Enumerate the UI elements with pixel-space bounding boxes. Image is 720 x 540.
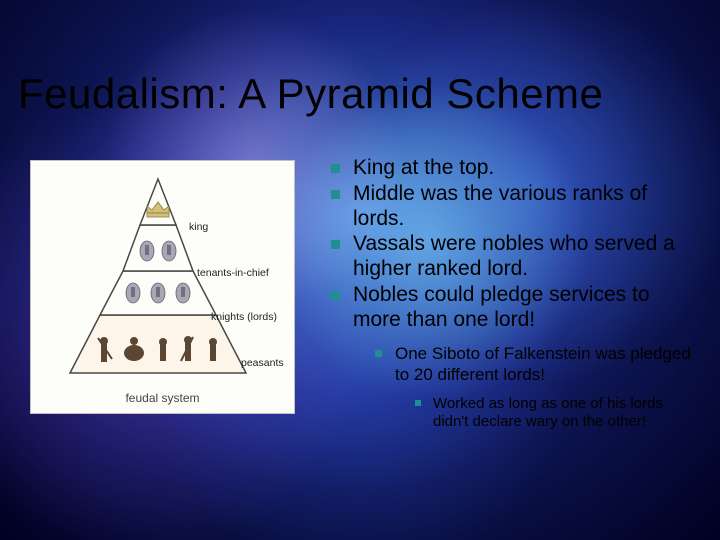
- tier-label-peasants: peasants: [241, 357, 284, 369]
- bullet-item: Nobles could pledge services to more tha…: [331, 283, 692, 431]
- tier-tenants: [123, 225, 193, 271]
- pyramid-area: king tenants-in-chief knights (lords) pe…: [39, 175, 286, 385]
- tier-label-king: king: [189, 221, 208, 233]
- sub-bullet-item: One Siboto of Falkenstein was pledged to…: [375, 344, 692, 431]
- helmet-icon: [151, 283, 165, 303]
- bullet-text: Worked as long as one of his lords didn'…: [433, 395, 663, 430]
- bullet-text: Nobles could pledge services to more tha…: [353, 283, 650, 331]
- bullet-text: Vassals were nobles who served a higher …: [353, 232, 675, 280]
- bullet-item: Vassals were nobles who served a higher …: [331, 232, 692, 282]
- slide-title: Feudalism: A Pyramid Scheme: [18, 70, 603, 118]
- helmet-icon: [140, 241, 154, 261]
- tier-label-knights: knights (lords): [211, 311, 277, 323]
- helmet-icon: [162, 241, 176, 261]
- bullet-text: One Siboto of Falkenstein was pledged to…: [395, 344, 691, 383]
- bullet-text: King at the top.: [353, 156, 494, 179]
- helmet-icon: [176, 283, 190, 303]
- pyramid-diagram: king tenants-in-chief knights (lords) pe…: [30, 160, 295, 414]
- helmet-icon: [126, 283, 140, 303]
- text-panel: King at the top. Middle was the various …: [295, 150, 720, 432]
- bullet-list: King at the top. Middle was the various …: [331, 156, 692, 431]
- bullet-item: Middle was the various ranks of lords.: [331, 182, 692, 232]
- diagram-caption: feudal system: [39, 391, 286, 405]
- subsub-bullet-item: Worked as long as one of his lords didn'…: [415, 395, 692, 431]
- diagram-panel: king tenants-in-chief knights (lords) pe…: [0, 150, 295, 432]
- bullet-item: King at the top.: [331, 156, 692, 181]
- pyramid-svg: [58, 175, 258, 385]
- content-row: king tenants-in-chief knights (lords) pe…: [0, 150, 720, 432]
- tier-label-tenants: tenants-in-chief: [197, 267, 269, 279]
- bullet-text: Middle was the various ranks of lords.: [353, 182, 647, 230]
- tier-peasants: [70, 315, 246, 373]
